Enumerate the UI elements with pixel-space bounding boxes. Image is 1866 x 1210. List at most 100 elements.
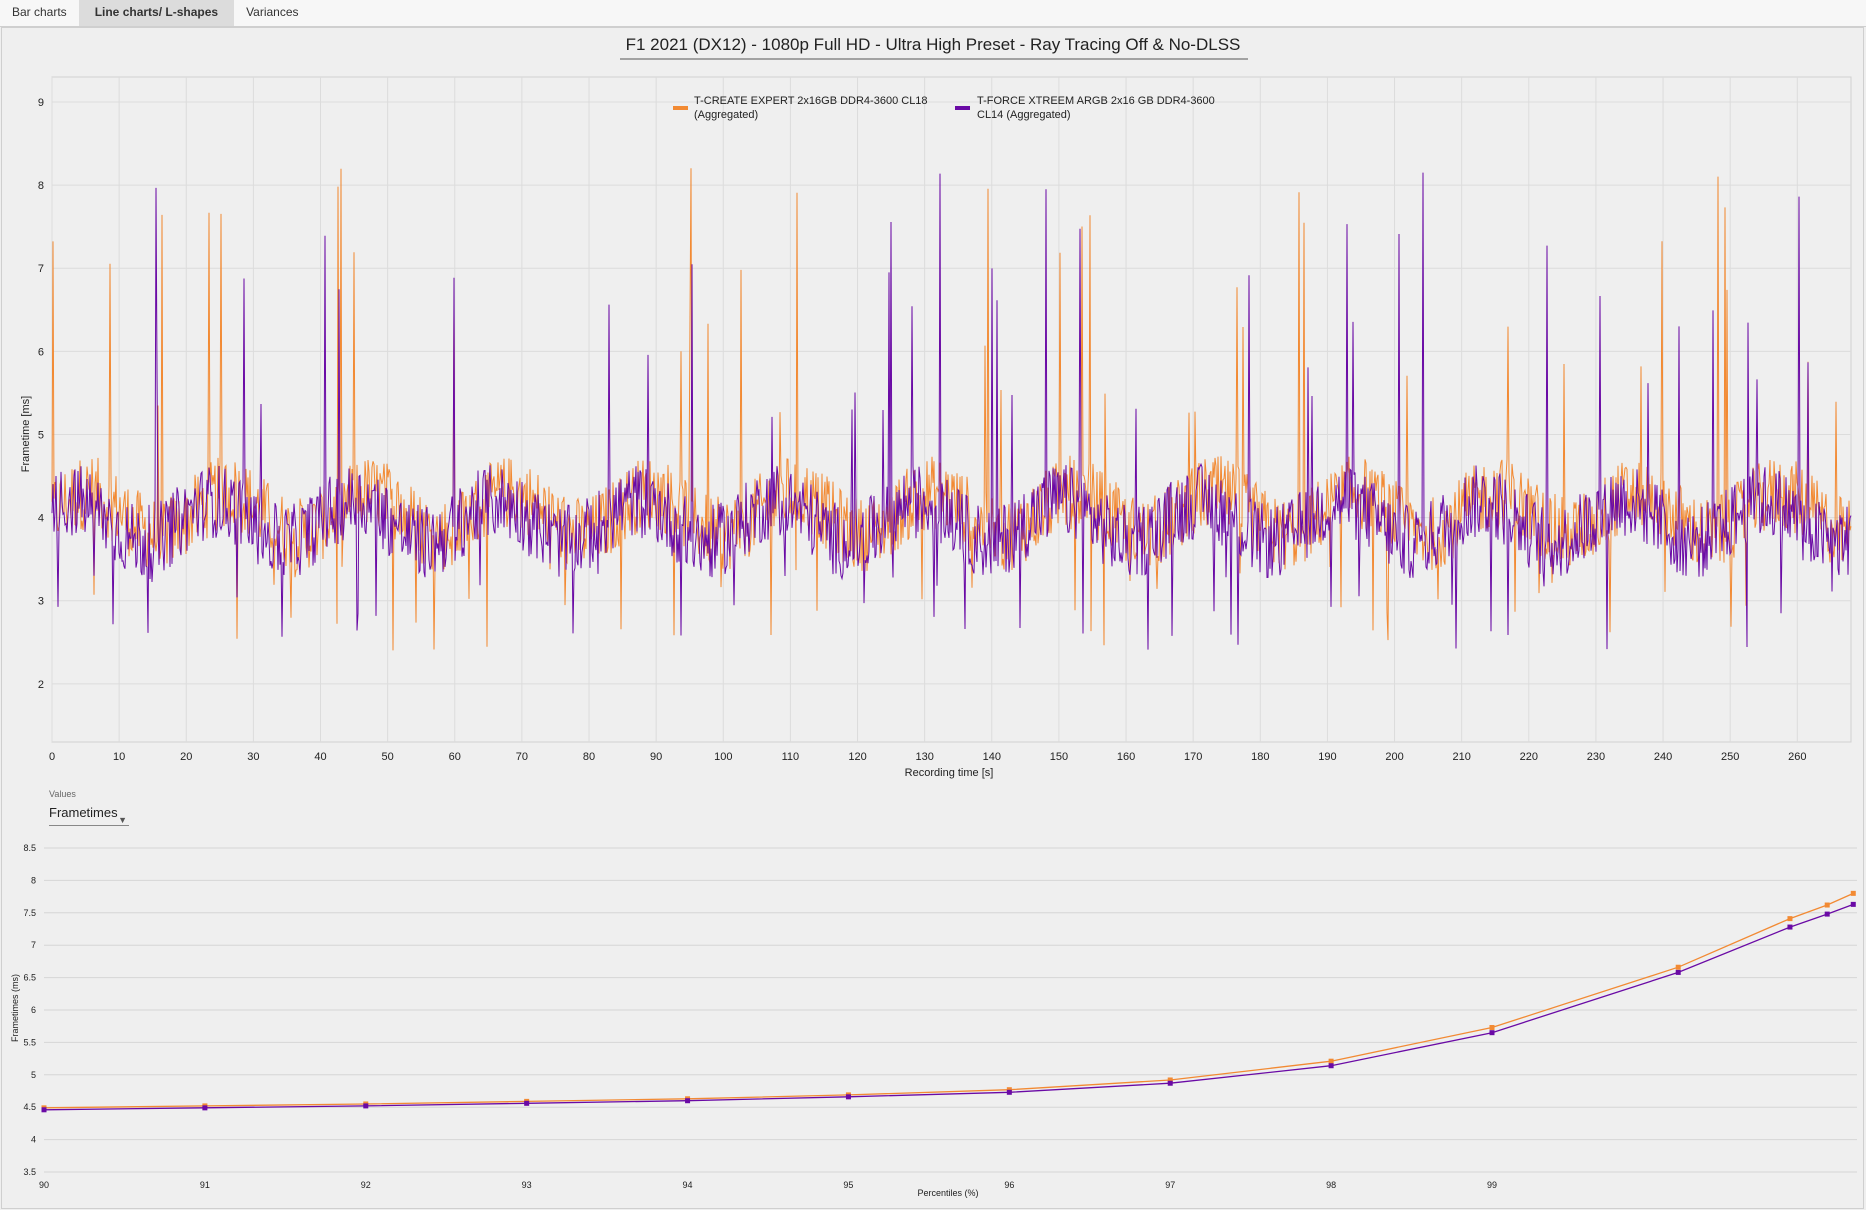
- y-tick-label: 8.5: [23, 843, 36, 853]
- data-point: [524, 1098, 530, 1104]
- data-point: [1006, 1089, 1012, 1095]
- y-tick-label: 7: [31, 940, 36, 950]
- x-tick-label: 190: [1318, 751, 1336, 763]
- legend: T-CREATE EXPERT 2x16GB DDR4-3600 CL18 (A…: [673, 95, 1215, 121]
- y-axis-ticks: 3.5 4 4.5 5 5.5 6 6.5 7 7.5 8 8.5: [23, 843, 36, 1177]
- data-point: [524, 1100, 530, 1106]
- tab-bar: Bar charts Line charts/ L-shapes Varianc…: [0, 0, 1866, 27]
- data-point: [1006, 1087, 1012, 1093]
- y-tick-label: 3.5: [23, 1167, 36, 1177]
- x-tick-label: 210: [1452, 751, 1470, 763]
- chart-title: F1 2021 (DX12) - 1080p Full HD - Ultra H…: [626, 35, 1241, 54]
- y-tick-label: 2: [38, 679, 44, 691]
- x-tick-label: 20: [180, 751, 192, 763]
- x-tick-label: 40: [314, 751, 326, 763]
- data-point: [363, 1101, 369, 1107]
- x-tick-label: 97: [1165, 1180, 1175, 1190]
- y-tick-label: 5: [38, 429, 44, 441]
- data-point: [1489, 1030, 1495, 1036]
- chart-panel: F1 2021 (DX12) - 1080p Full HD - Ultra H…: [1, 27, 1864, 1209]
- values-dropdown[interactable]: Frametimes ▼: [49, 802, 129, 826]
- x-tick-label: 120: [848, 751, 866, 763]
- y-tick-label: 8: [38, 180, 44, 192]
- x-tick-label: 130: [915, 751, 933, 763]
- tab-line-charts[interactable]: Line charts/ L-shapes: [78, 0, 235, 26]
- y-tick-label: 7: [38, 263, 44, 275]
- y-tick-label: 6.5: [23, 973, 36, 983]
- x-tick-label: 180: [1251, 751, 1269, 763]
- data-point: [1328, 1063, 1334, 1069]
- data-point: [363, 1103, 369, 1109]
- frametime-chart[interactable]: F1 2021 (DX12) - 1080p Full HD - Ultra H…: [2, 28, 1865, 788]
- x-tick-label: 90: [39, 1180, 49, 1190]
- data-point: [1850, 901, 1856, 907]
- data-point: [1675, 969, 1681, 975]
- x-tick-label: 99: [1487, 1180, 1497, 1190]
- y-tick-label: 4: [38, 513, 44, 525]
- x-tick-label: 0: [49, 751, 55, 763]
- y-tick-label: 9: [38, 97, 44, 109]
- data-point: [41, 1105, 47, 1111]
- x-tick-label: 170: [1184, 751, 1202, 763]
- x-tick-label: 230: [1587, 751, 1605, 763]
- y-tick-label: 6: [31, 1005, 36, 1015]
- values-dropdown-selected: Frametimes: [49, 805, 118, 820]
- data-point: [845, 1092, 851, 1098]
- legend-label-b-line1: T-FORCE XTREEM ARGB 2x16 GB DDR4-3600: [977, 95, 1215, 107]
- x-tick-label: 100: [714, 751, 732, 763]
- x-tick-label: 90: [650, 751, 662, 763]
- y-tick-label: 7.5: [23, 908, 36, 918]
- x-tick-label: 30: [247, 751, 259, 763]
- plot-area: [51, 76, 1852, 743]
- y-tick-label: 3: [38, 596, 44, 608]
- grid: [44, 847, 1857, 1173]
- x-tick-label: 160: [1117, 751, 1135, 763]
- legend-label-a-line2: (Aggregated): [694, 109, 758, 121]
- x-tick-label: 60: [449, 751, 461, 763]
- data-point: [1167, 1080, 1173, 1086]
- data-point: [1787, 924, 1793, 930]
- data-point: [1787, 916, 1793, 922]
- series-lines: [41, 890, 1856, 1113]
- x-tick-label: 93: [522, 1180, 532, 1190]
- x-tick-label: 50: [382, 751, 394, 763]
- y-tick-label: 8: [31, 875, 36, 885]
- legend-label-b-line2: CL14 (Aggregated): [977, 109, 1071, 121]
- x-axis-label: Percentiles (%): [917, 1188, 978, 1198]
- data-point: [41, 1107, 47, 1113]
- data-point: [1824, 911, 1830, 917]
- data-point: [1489, 1024, 1495, 1030]
- x-tick-label: 140: [983, 751, 1001, 763]
- data-point: [202, 1105, 208, 1111]
- series-line-t-force: [43, 903, 1854, 1111]
- data-point: [1675, 964, 1681, 970]
- tab-bar-charts[interactable]: Bar charts: [12, 5, 67, 19]
- data-point: [1328, 1058, 1334, 1064]
- y-tick-label: 4: [31, 1135, 36, 1145]
- x-tick-label: 110: [782, 751, 800, 763]
- x-tick-label: 10: [113, 751, 125, 763]
- x-tick-label: 95: [843, 1180, 853, 1190]
- data-point: [1850, 890, 1856, 896]
- x-axis-ticks: 90 91 92 93 94 95 96 97 98 99: [39, 1180, 1497, 1190]
- y-tick-label: 6: [38, 346, 44, 358]
- x-tick-label: 240: [1654, 751, 1672, 763]
- y-tick-label: 5.5: [23, 1037, 36, 1047]
- y-tick-label: 5: [31, 1070, 36, 1080]
- x-tick-label: 150: [1050, 751, 1068, 763]
- data-point: [845, 1094, 851, 1100]
- y-axis-ticks: 2 3 4 5 6 7 8 9: [38, 97, 44, 691]
- x-tick-label: 220: [1520, 751, 1538, 763]
- data-point: [685, 1096, 691, 1102]
- series-b-trace: [51, 172, 1852, 650]
- tab-variances[interactable]: Variances: [246, 5, 299, 19]
- x-tick-label: 96: [1004, 1180, 1014, 1190]
- y-axis-label: Frametimes (ms): [10, 974, 20, 1042]
- x-tick-label: 200: [1385, 751, 1403, 763]
- x-tick-label: 70: [516, 751, 528, 763]
- legend-swatch-b: [955, 106, 970, 110]
- grid: [51, 76, 1852, 743]
- y-axis-label: Frametime [ms]: [20, 396, 32, 472]
- x-tick-label: 250: [1721, 751, 1739, 763]
- x-tick-label: 92: [361, 1180, 371, 1190]
